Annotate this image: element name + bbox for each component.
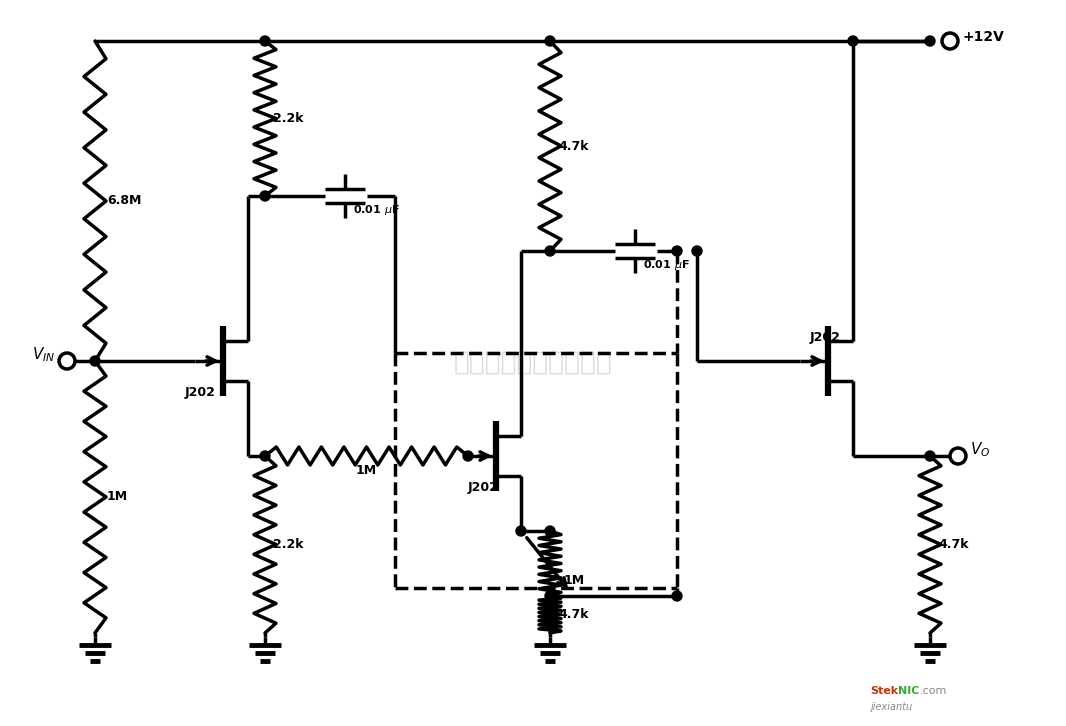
Circle shape [692,246,702,256]
Text: 0.01 $\mu$F: 0.01 $\mu$F [353,203,400,217]
Text: 1M: 1M [356,465,377,478]
Text: 2.2k: 2.2k [273,112,304,125]
Text: 4.7k: 4.7k [558,139,588,152]
Text: .com: .com [920,686,948,696]
Circle shape [463,451,473,461]
Text: 1M: 1M [564,574,585,587]
Text: 4.7k: 4.7k [938,538,969,551]
Text: NIC: NIC [898,686,919,696]
Circle shape [672,591,682,601]
Text: $V_{IN}$: $V_{IN}$ [32,346,55,364]
Circle shape [950,448,966,464]
Text: J202: J202 [810,331,841,344]
Text: +12V: +12V [962,30,1004,44]
Text: Stek: Stek [870,686,899,696]
Circle shape [545,591,555,601]
Circle shape [260,451,270,461]
Text: jiexiantu: jiexiantu [870,702,912,712]
Circle shape [925,36,935,46]
Circle shape [260,191,270,201]
Text: 杭州将睢科技有限公司: 杭州将睢科技有限公司 [454,350,612,376]
Circle shape [260,36,270,46]
Text: 1M: 1M [107,491,128,504]
Circle shape [925,451,935,461]
Circle shape [90,356,100,366]
Circle shape [847,36,858,46]
Circle shape [545,246,555,256]
Circle shape [516,526,526,536]
Text: 2.2k: 2.2k [273,538,304,551]
Text: J202: J202 [468,481,499,494]
Text: J202: J202 [185,386,216,399]
Circle shape [545,36,555,46]
Text: 0.01 $\mu$F: 0.01 $\mu$F [643,258,690,272]
Circle shape [59,353,75,369]
Circle shape [942,33,958,49]
Text: 6.8M: 6.8M [107,195,142,208]
Text: $V_O$: $V_O$ [970,441,990,460]
Circle shape [545,526,555,536]
Circle shape [672,246,682,256]
Text: 4.7k: 4.7k [558,608,588,621]
